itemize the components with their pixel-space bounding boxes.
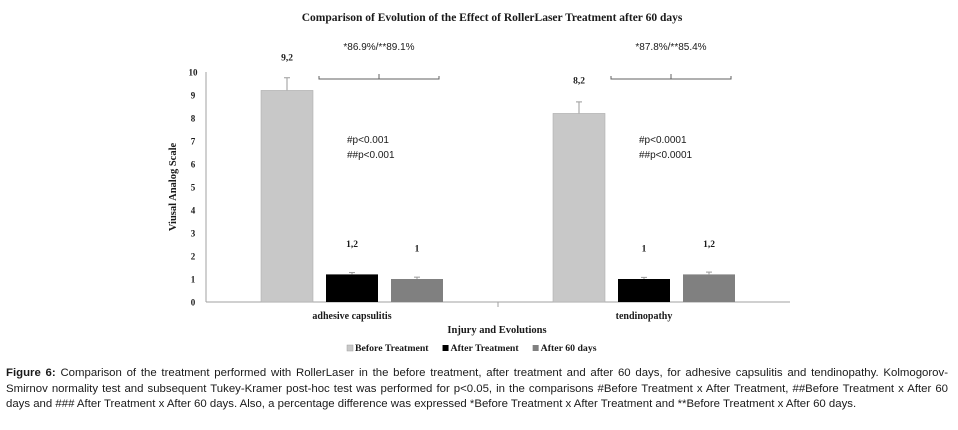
data-label: 8,2 — [573, 77, 585, 87]
chart: Comparison of Evolution of the Effect of… — [168, 12, 790, 354]
y-tick-label: 1 — [191, 275, 196, 285]
y-axis-label: Viusal Analog Scale — [168, 143, 179, 232]
y-tick-label: 8 — [191, 114, 196, 124]
x-tick-label: adhesive capsulitis — [312, 311, 391, 322]
data-label: 1 — [642, 244, 647, 254]
y-tick-label: 0 — [191, 298, 196, 308]
legend-swatch — [442, 345, 449, 351]
percent-annotation: *86.9%/**89.1% — [343, 42, 414, 53]
y-tick-label: 5 — [191, 183, 196, 193]
legend-label: After 60 days — [541, 343, 597, 354]
y-tick-label: 4 — [191, 206, 196, 216]
bar — [326, 274, 378, 302]
data-label: 9,2 — [281, 54, 293, 64]
figure-caption: Figure 6: Comparison of the treatment pe… — [6, 366, 948, 413]
legend-swatch — [532, 345, 539, 351]
legend-swatch — [346, 344, 354, 352]
y-tick-label: 10 — [189, 68, 199, 78]
bar — [683, 274, 735, 302]
y-tick-label: 3 — [191, 229, 196, 239]
bar — [618, 279, 670, 302]
data-label: 1 — [415, 244, 420, 254]
data-label: 1,2 — [346, 240, 358, 250]
y-tick-label: 6 — [191, 160, 196, 170]
legend-label: Before Treatment — [355, 343, 429, 354]
y-tick-label: 2 — [191, 252, 196, 262]
legend-label: After Treatment — [451, 343, 520, 354]
x-axis-label: Injury and Evolutions — [447, 325, 546, 336]
caption-text: Comparison of the treatment performed wi… — [6, 367, 948, 410]
bar — [260, 90, 314, 303]
chart-title: Comparison of Evolution of the Effect of… — [302, 12, 683, 24]
caption-label: Figure 6: — [6, 367, 56, 379]
bar — [552, 113, 606, 303]
p-value-annotation: #p<0.0001 — [639, 135, 687, 146]
p-value-annotation: ##p<0.001 — [347, 150, 395, 161]
y-tick-label: 7 — [191, 137, 196, 147]
x-tick-label: tendinopathy — [616, 311, 673, 322]
y-tick-label: 9 — [191, 91, 196, 101]
plot-area: 0 1 2 3 4 5 6 7 8 9 10 adhesive capsulitis 9,2 1,2 1 *8… — [189, 42, 790, 322]
data-label: 1,2 — [703, 240, 715, 250]
percent-annotation: *87.8%/**85.4% — [635, 42, 706, 53]
p-value-annotation: #p<0.001 — [347, 135, 389, 146]
legend: Before Treatment After Treatment After 60 … — [346, 343, 597, 354]
p-value-annotation: ##p<0.0001 — [639, 150, 693, 161]
bar — [391, 279, 443, 302]
